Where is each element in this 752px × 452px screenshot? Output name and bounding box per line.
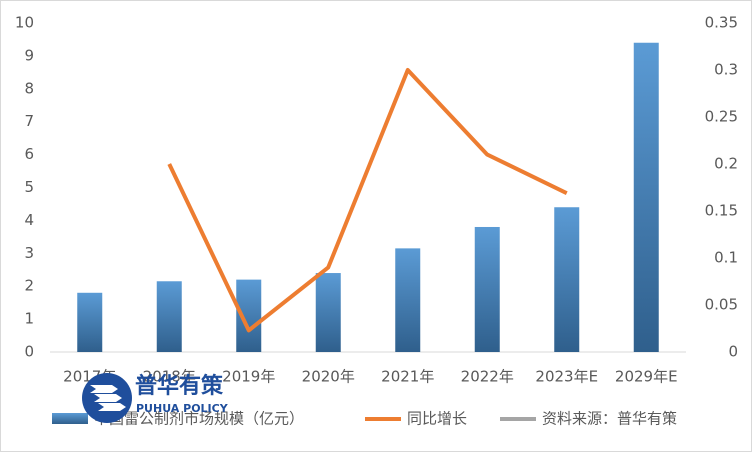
y2-tick-label: 0 xyxy=(728,343,738,361)
bar xyxy=(395,248,421,352)
bar xyxy=(554,207,580,352)
logo-stripe xyxy=(90,385,118,393)
watermark-subtitle: PUHUA POLICY xyxy=(136,402,229,415)
y2-tick-label: 0.25 xyxy=(705,108,738,126)
bar xyxy=(315,273,341,352)
x-tick-label: 2022年 xyxy=(461,368,514,386)
legend-label: 同比增长 xyxy=(407,410,467,428)
y2-tick-label: 0.15 xyxy=(705,202,738,220)
x-tick-label: 2023年E xyxy=(535,368,598,386)
y-tick-label: 9 xyxy=(24,46,34,64)
y-tick-label: 4 xyxy=(24,211,34,229)
y-tick-label: 5 xyxy=(24,178,34,196)
watermark-title: 普华有策 xyxy=(135,373,224,399)
y-tick-label: 1 xyxy=(24,310,34,328)
legend-label: 中国雷公制剂市场规模（亿元） xyxy=(94,410,304,428)
x-tick-label: 2020年 xyxy=(302,368,355,386)
y-tick-label: 7 xyxy=(24,112,34,130)
y-tick-label: 10 xyxy=(15,14,34,32)
bar xyxy=(633,42,659,353)
y-tick-label: 3 xyxy=(24,244,34,262)
logo-stripe xyxy=(98,403,126,411)
x-tick-label: 2021年 xyxy=(381,368,434,386)
legend-label: 资料来源：普华有策 xyxy=(542,410,677,428)
y-tick-label: 0 xyxy=(24,343,34,361)
y-tick-label: 2 xyxy=(24,277,34,295)
x-tick-label: 2018年 xyxy=(143,368,196,386)
y-tick-label: 6 xyxy=(24,145,34,163)
y2-tick-label: 0.1 xyxy=(714,249,738,267)
x-tick-label: 2019年 xyxy=(222,368,275,386)
y2-tick-label: 0.2 xyxy=(714,155,738,173)
y2-tick-label: 0.35 xyxy=(705,14,738,32)
bar xyxy=(77,292,103,352)
bar xyxy=(474,226,500,352)
logo-stripe xyxy=(94,394,122,402)
x-tick-label: 2029年E xyxy=(615,368,678,386)
y2-tick-label: 0.3 xyxy=(714,61,738,79)
legend-swatch xyxy=(52,413,88,424)
y2-tick-label: 0.05 xyxy=(705,296,738,314)
y-tick-label: 8 xyxy=(24,79,34,97)
bar xyxy=(156,281,182,352)
line xyxy=(167,68,568,333)
